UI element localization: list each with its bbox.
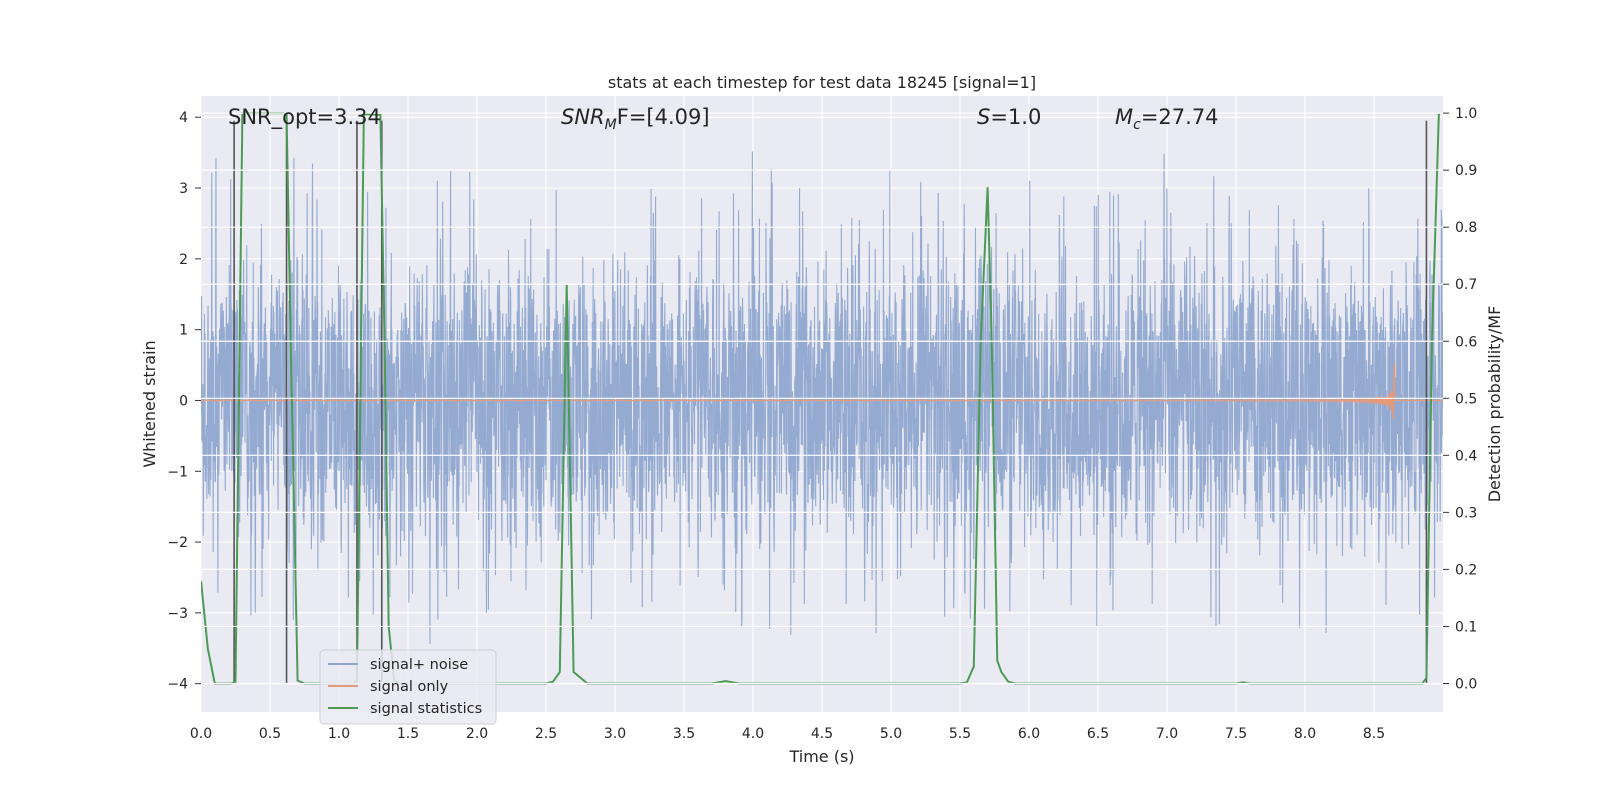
legend: signal+ noise signal only signal statist… <box>319 649 497 725</box>
y-left-tick-label: −1 <box>167 464 188 480</box>
y-right-tick-label: 1.0 <box>1455 106 1477 122</box>
x-tick-label: 4.5 <box>811 726 833 742</box>
y-left-tick-label: 1 <box>179 323 188 339</box>
y-right-tick-label: 0.6 <box>1455 334 1477 350</box>
y-right-tick-label: 0.9 <box>1455 163 1477 179</box>
y-left-tick-label: 3 <box>179 181 188 197</box>
legend-label-signal: signal only <box>370 679 449 695</box>
y-left-tick-label: −4 <box>167 677 188 693</box>
y-right-tick-label: 0.5 <box>1455 391 1477 407</box>
y-left-tick-label: −2 <box>167 535 188 551</box>
y-right-tick-label: 0.4 <box>1455 448 1477 464</box>
x-tick-label: 8.0 <box>1294 726 1316 742</box>
x-tick-label: 3.0 <box>604 726 626 742</box>
y-left-axis-label: Whitened strain <box>140 340 159 467</box>
right-axis-grid <box>201 112 1443 685</box>
legend-label-stats: signal statistics <box>370 701 482 717</box>
x-tick-label: 3.5 <box>673 726 695 742</box>
y-right-axis-ticks: 0.0 0.1 0.2 0.3 0.4 0.5 0.6 0.7 0.8 0.9 1.0 <box>1443 106 1477 692</box>
x-tick-label: 1.0 <box>328 726 350 742</box>
x-axis-ticks: 0.0 0.5 1.0 1.5 2.0 2.5 3.0 3.5 4.0 4.5 5.0 5.5 6.0 6… <box>190 726 1385 742</box>
y-right-tick-label: 0.0 <box>1455 676 1477 692</box>
x-tick-label: 0.0 <box>190 726 212 742</box>
signal-noise-line <box>201 151 1443 644</box>
annotation-snr-opt: SNR_opt=3.34 <box>228 105 381 130</box>
y-left-tick-label: −3 <box>167 606 188 622</box>
x-tick-label: 2.0 <box>466 726 488 742</box>
x-tick-label: 1.5 <box>397 726 419 742</box>
x-tick-label: 4.0 <box>742 726 764 742</box>
x-tick-label: 7.5 <box>1225 726 1247 742</box>
x-tick-label: 5.0 <box>880 726 902 742</box>
signal-only-line <box>201 363 1443 420</box>
detection-markers <box>233 120 1428 684</box>
annotation-snr-mf: SNRMF=[4.09] <box>561 105 710 133</box>
annotation-s: S=1.0 <box>977 105 1041 129</box>
x-tick-label: 0.5 <box>259 726 281 742</box>
y-left-tick-label: 0 <box>179 393 188 409</box>
y-right-tick-label: 0.8 <box>1455 220 1477 236</box>
legend-label-noise: signal+ noise <box>370 657 468 673</box>
y-right-axis-label: Detection probability/MF <box>1485 306 1504 503</box>
y-left-axis-ticks: −4 −3 −2 −1 0 1 2 3 4 <box>167 110 201 693</box>
annotation-mc: Mc=27.74 <box>1115 105 1219 133</box>
chart-title: stats at each timestep for test data 182… <box>608 73 1036 92</box>
y-right-tick-label: 0.7 <box>1455 277 1477 293</box>
x-tick-label: 8.5 <box>1363 726 1385 742</box>
x-tick-label: 6.5 <box>1087 726 1109 742</box>
x-tick-label: 6.0 <box>1018 726 1040 742</box>
y-right-tick-label: 0.2 <box>1455 562 1477 578</box>
y-right-tick-label: 0.1 <box>1455 619 1477 635</box>
x-tick-label: 7.0 <box>1156 726 1178 742</box>
x-tick-label: 2.5 <box>535 726 557 742</box>
x-tick-label: 5.5 <box>949 726 971 742</box>
signal-noise-series <box>201 151 1443 644</box>
legend-box <box>319 649 497 725</box>
y-left-tick-label: 4 <box>179 110 188 126</box>
y-left-tick-label: 2 <box>179 252 188 268</box>
x-axis-label: Time (s) <box>788 747 854 766</box>
y-right-tick-label: 0.3 <box>1455 505 1477 521</box>
signal-only-series <box>201 363 1443 420</box>
